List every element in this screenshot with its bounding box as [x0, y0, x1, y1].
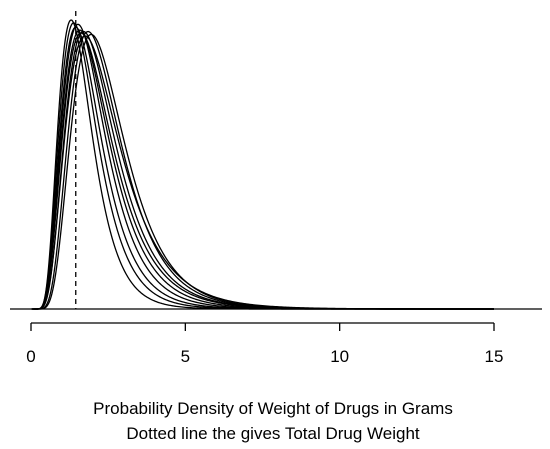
x-tick-label: 5 — [181, 347, 190, 366]
caption-line-1: Probability Density of Weight of Drugs i… — [93, 399, 453, 418]
density-curves — [31, 19, 494, 310]
density-curve-4 — [32, 23, 494, 310]
density-curve-3 — [32, 26, 494, 310]
density-curve-1 — [34, 19, 494, 310]
x-tick-label: 15 — [485, 347, 504, 366]
x-axis: 0 5 10 15 — [26, 322, 504, 366]
x-tick-label: 10 — [330, 347, 349, 366]
caption-line-2: Dotted line the gives Total Drug Weight — [126, 424, 420, 443]
x-tick-label: 0 — [26, 347, 35, 366]
